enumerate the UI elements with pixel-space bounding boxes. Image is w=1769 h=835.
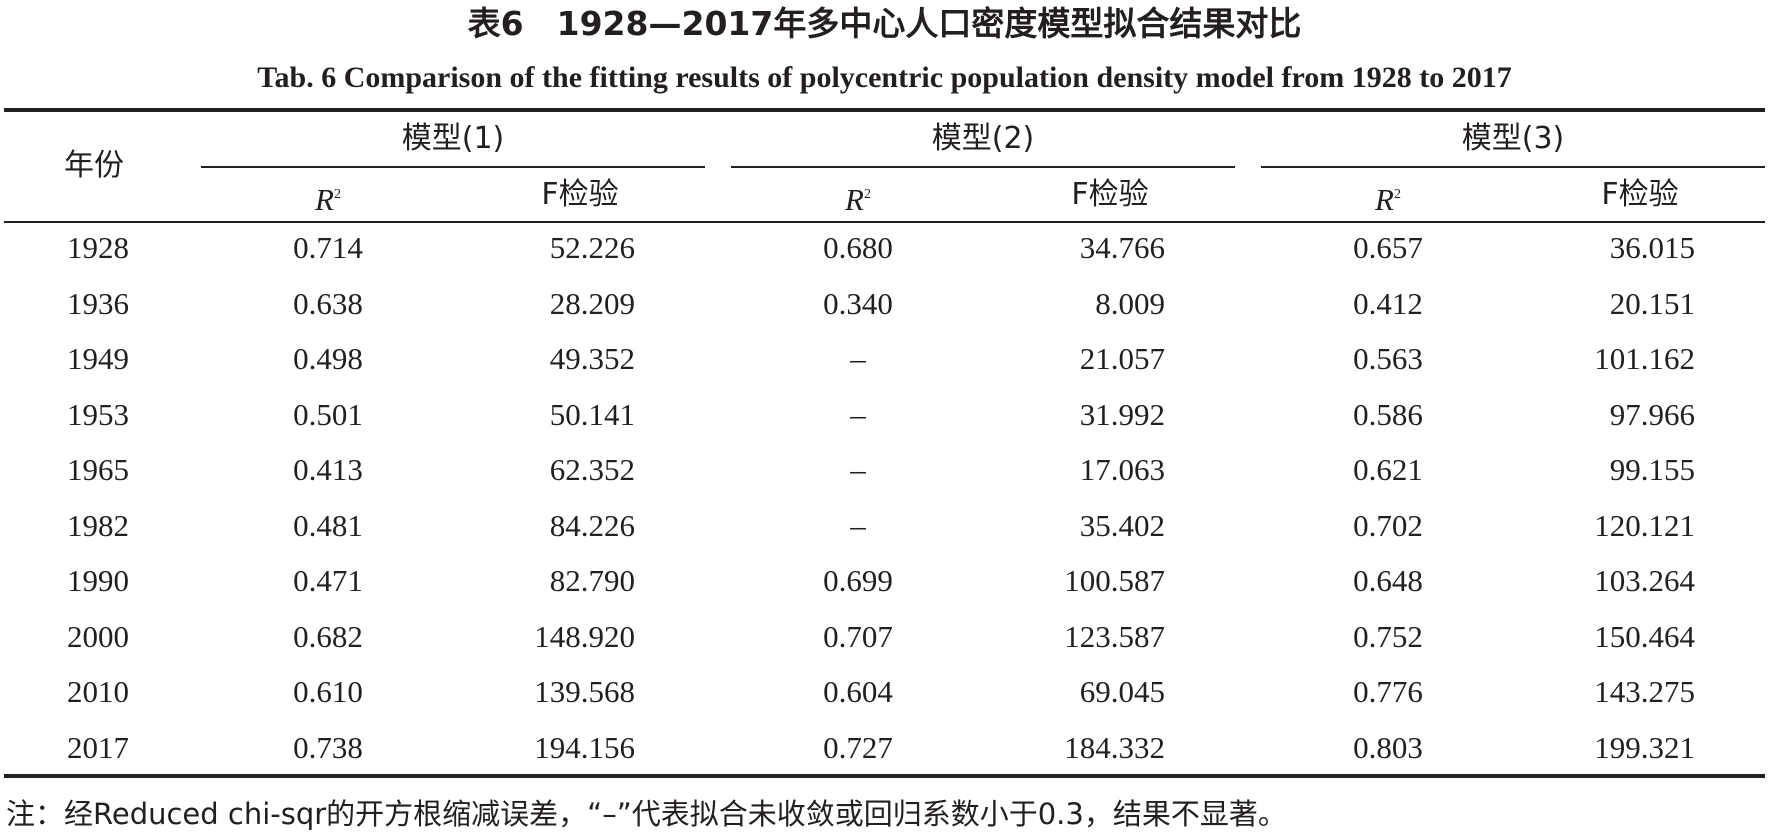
header-f-model-1: F检验 [541, 177, 619, 212]
model1-r2-cell: 0.481 [293, 508, 363, 543]
model1-r2-cell: 0.501 [293, 397, 363, 432]
table-row: 1982 0.481 84.226 – 35.402 0.702 120.121 [0, 508, 1769, 558]
year-cell: 1990 [67, 563, 129, 598]
table-row: 1928 0.714 52.226 0.680 34.766 0.657 36.… [0, 230, 1769, 280]
model1-f-cell: 52.226 [549, 230, 635, 265]
bottom-rule [4, 774, 1765, 778]
model3-r2-cell: 0.586 [1353, 397, 1423, 432]
model2-f-cell: 34.766 [1079, 230, 1165, 265]
year-cell: 2017 [67, 730, 129, 765]
model2-f-cell: 31.992 [1079, 397, 1165, 432]
model1-r2-cell: 0.413 [293, 452, 363, 487]
model1-r2-cell: 0.738 [293, 730, 363, 765]
year-cell: 1949 [67, 341, 129, 376]
header-year: 年份 [64, 148, 124, 183]
model3-rule [1261, 166, 1765, 168]
table-row: 1965 0.413 62.352 – 17.063 0.621 99.155 [0, 452, 1769, 502]
model1-r2-cell: 0.610 [293, 674, 363, 709]
model3-f-cell: 97.966 [1609, 397, 1695, 432]
header-model-2: 模型(2) [931, 121, 1035, 156]
model2-r2-cell: 0.604 [823, 674, 893, 709]
model1-f-cell: 28.209 [549, 286, 635, 321]
header-model-1: 模型(1) [401, 121, 505, 156]
table-row: 2000 0.682 148.920 0.707 123.587 0.752 1… [0, 619, 1769, 669]
model3-r2-cell: 0.648 [1353, 563, 1423, 598]
table-row: 1936 0.638 28.209 0.340 8.009 0.412 20.1… [0, 286, 1769, 336]
table-footnote: 注：经Reduced chi-sqr的开方根缩减误差，“–”代表拟合未收敛或回归… [6, 797, 1287, 831]
header-f-model-2: F检验 [1071, 177, 1149, 212]
model2-f-cell: 8.009 [1095, 286, 1165, 321]
model1-f-cell: 139.568 [534, 674, 635, 709]
model3-r2-cell: 0.657 [1353, 230, 1423, 265]
model2-f-cell: 123.587 [1064, 619, 1165, 654]
header-r2-model-1: R2 [315, 182, 341, 217]
model2-r2-cell: 0.680 [823, 230, 893, 265]
model3-r2-cell: 0.752 [1353, 619, 1423, 654]
model3-f-cell: 36.015 [1609, 230, 1695, 265]
model2-f-cell: 69.045 [1079, 674, 1165, 709]
model3-f-cell: 103.264 [1594, 563, 1695, 598]
model2-r2-cell: 0.340 [823, 286, 893, 321]
year-cell: 1982 [67, 508, 129, 543]
table-title-cn: 表6 1928—2017年多中心人口密度模型拟合结果对比 [467, 4, 1302, 43]
model1-r2-cell: 0.638 [293, 286, 363, 321]
model1-r2-cell: 0.498 [293, 341, 363, 376]
year-cell: 1928 [67, 230, 129, 265]
model3-r2-cell: 0.702 [1353, 508, 1423, 543]
header-model-3: 模型(3) [1461, 121, 1565, 156]
model3-r2-cell: 0.412 [1353, 286, 1423, 321]
model3-r2-cell: 0.803 [1353, 730, 1423, 765]
model1-f-cell: 82.790 [549, 563, 635, 598]
model2-r2-cell: – [850, 341, 866, 376]
model1-f-cell: 50.141 [549, 397, 635, 432]
header-r2-model-3: R2 [1375, 182, 1401, 217]
model3-f-cell: 150.464 [1594, 619, 1695, 654]
model1-f-cell: 194.156 [534, 730, 635, 765]
header-rule [4, 221, 1765, 223]
table-row: 2010 0.610 139.568 0.604 69.045 0.776 14… [0, 674, 1769, 724]
model2-f-cell: 17.063 [1079, 452, 1165, 487]
model2-r2-cell: – [850, 452, 866, 487]
model2-r2-cell: 0.699 [823, 563, 893, 598]
model2-r2-cell: 0.707 [823, 619, 893, 654]
year-cell: 2000 [67, 619, 129, 654]
model2-r2-cell: 0.727 [823, 730, 893, 765]
model2-r2-cell: – [850, 397, 866, 432]
table-row: 1949 0.498 49.352 – 21.057 0.563 101.162 [0, 341, 1769, 391]
year-cell: 1953 [67, 397, 129, 432]
model2-f-cell: 100.587 [1064, 563, 1165, 598]
model3-f-cell: 120.121 [1594, 508, 1695, 543]
model3-r2-cell: 0.563 [1353, 341, 1423, 376]
table-title-en: Tab. 6 Comparison of the fitting results… [257, 61, 1512, 94]
model1-f-cell: 62.352 [549, 452, 635, 487]
model2-f-cell: 35.402 [1079, 508, 1165, 543]
model2-f-cell: 21.057 [1079, 341, 1165, 376]
model1-r2-cell: 0.682 [293, 619, 363, 654]
model2-f-cell: 184.332 [1064, 730, 1165, 765]
header-r2-model-2: R2 [845, 182, 871, 217]
table-row: 1953 0.501 50.141 – 31.992 0.586 97.966 [0, 397, 1769, 447]
model3-f-cell: 199.321 [1594, 730, 1695, 765]
top-rule [4, 108, 1765, 112]
model2-r2-cell: – [850, 508, 866, 543]
model3-f-cell: 143.275 [1594, 674, 1695, 709]
header-f-model-3: F检验 [1601, 177, 1679, 212]
model3-f-cell: 101.162 [1594, 341, 1695, 376]
model3-r2-cell: 0.776 [1353, 674, 1423, 709]
year-cell: 1965 [67, 452, 129, 487]
model1-rule [201, 166, 705, 168]
model1-r2-cell: 0.471 [293, 563, 363, 598]
model3-f-cell: 99.155 [1609, 452, 1695, 487]
table-row: 1990 0.471 82.790 0.699 100.587 0.648 10… [0, 563, 1769, 613]
model3-r2-cell: 0.621 [1353, 452, 1423, 487]
year-cell: 1936 [67, 286, 129, 321]
model2-rule [731, 166, 1235, 168]
model3-f-cell: 20.151 [1609, 286, 1695, 321]
model1-r2-cell: 0.714 [293, 230, 363, 265]
year-cell: 2010 [67, 674, 129, 709]
model1-f-cell: 84.226 [549, 508, 635, 543]
model1-f-cell: 148.920 [534, 619, 635, 654]
table-row: 2017 0.738 194.156 0.727 184.332 0.803 1… [0, 730, 1769, 780]
model1-f-cell: 49.352 [549, 341, 635, 376]
